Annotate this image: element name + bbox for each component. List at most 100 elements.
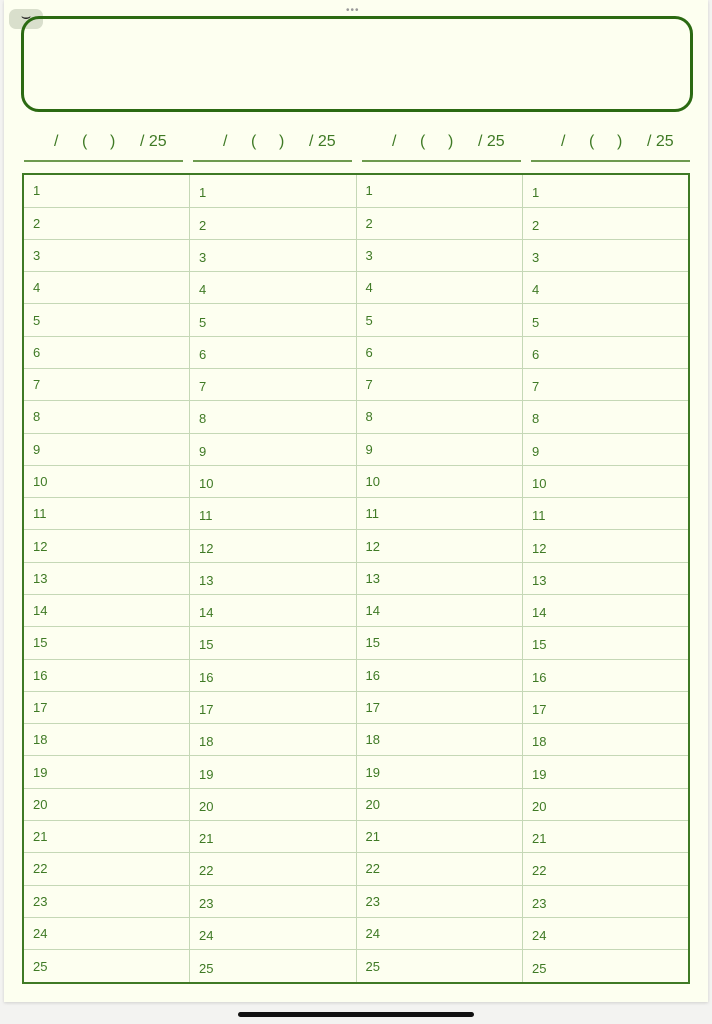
answer-cell[interactable]: 15	[189, 626, 357, 660]
answer-cell[interactable]: 17	[22, 690, 190, 725]
answer-cell[interactable]: 22	[189, 852, 357, 886]
answer-cell[interactable]: 2	[189, 206, 357, 240]
answer-cell[interactable]: 25	[22, 949, 190, 984]
answer-cell[interactable]: 7	[22, 367, 190, 402]
answer-cell[interactable]: 5	[189, 303, 357, 337]
answer-cell[interactable]: 11	[355, 497, 523, 531]
answer-cell[interactable]: 20	[22, 787, 190, 821]
answer-cell[interactable]: 9	[22, 432, 190, 466]
answer-cell[interactable]: 18	[522, 723, 690, 757]
answer-cell[interactable]: 8	[355, 400, 523, 434]
answer-cell[interactable]: 16	[522, 658, 690, 692]
answer-cell[interactable]: 21	[22, 819, 190, 854]
answer-cell[interactable]: 25	[189, 949, 357, 984]
answer-cell[interactable]: 17	[189, 690, 357, 725]
answer-cell[interactable]: 4	[522, 271, 690, 305]
answer-cell[interactable]: 14	[189, 593, 357, 628]
answer-cell[interactable]: 6	[355, 335, 523, 370]
answer-cell[interactable]: 24	[522, 916, 690, 951]
answer-cell[interactable]: 22	[22, 852, 190, 886]
answer-cell[interactable]: 1	[522, 173, 690, 208]
answer-cell[interactable]: 3	[189, 238, 357, 273]
answer-cell[interactable]: 7	[355, 367, 523, 402]
answer-cell[interactable]: 19	[22, 755, 190, 789]
answer-cell[interactable]: 25	[522, 949, 690, 984]
answer-cell[interactable]: 22	[355, 852, 523, 886]
answer-cell[interactable]: 7	[189, 367, 357, 402]
answer-cell[interactable]: 11	[22, 497, 190, 531]
answer-cell[interactable]: 17	[522, 690, 690, 725]
answer-cell[interactable]: 21	[355, 819, 523, 854]
answer-cell[interactable]: 16	[355, 658, 523, 692]
answer-cell[interactable]: 22	[522, 852, 690, 886]
answer-cell[interactable]: 19	[355, 755, 523, 789]
answer-cell[interactable]: 24	[189, 916, 357, 951]
answer-cell[interactable]: 8	[189, 400, 357, 434]
answer-cell[interactable]: 6	[22, 335, 190, 370]
answer-cell[interactable]: 2	[355, 206, 523, 240]
answer-cell[interactable]: 5	[522, 303, 690, 337]
answer-cell[interactable]: 19	[522, 755, 690, 789]
answer-cell[interactable]: 2	[22, 206, 190, 240]
answer-cell[interactable]: 23	[189, 884, 357, 918]
answer-cell[interactable]: 13	[189, 561, 357, 595]
answer-cell[interactable]: 17	[355, 690, 523, 725]
answer-cell[interactable]: 16	[189, 658, 357, 692]
answer-cell[interactable]: 9	[522, 432, 690, 466]
answer-cell[interactable]: 19	[189, 755, 357, 789]
answer-cell[interactable]: 23	[22, 884, 190, 918]
home-indicator[interactable]	[238, 1012, 474, 1017]
answer-cell[interactable]: 18	[355, 723, 523, 757]
answer-cell[interactable]: 20	[355, 787, 523, 821]
answer-cell[interactable]: 18	[22, 723, 190, 757]
answer-cell[interactable]: 16	[22, 658, 190, 692]
answer-cell[interactable]: 8	[22, 400, 190, 434]
answer-cell[interactable]: 5	[355, 303, 523, 337]
score-header[interactable]: / () / 25	[24, 130, 183, 162]
answer-cell[interactable]: 7	[522, 367, 690, 402]
answer-cell[interactable]: 12	[355, 529, 523, 563]
answer-cell[interactable]: 13	[355, 561, 523, 595]
answer-cell[interactable]: 10	[189, 464, 357, 499]
answer-cell[interactable]: 11	[522, 497, 690, 531]
answer-cell[interactable]: 10	[355, 464, 523, 499]
score-header[interactable]: / () / 25	[531, 130, 690, 162]
answer-cell[interactable]: 6	[522, 335, 690, 370]
answer-cell[interactable]: 9	[355, 432, 523, 466]
answer-cell[interactable]: 12	[522, 529, 690, 563]
answer-cell[interactable]: 21	[522, 819, 690, 854]
answer-cell[interactable]: 24	[355, 916, 523, 951]
answer-cell[interactable]: 23	[355, 884, 523, 918]
answer-cell[interactable]: 4	[355, 271, 523, 305]
answer-cell[interactable]: 1	[189, 173, 357, 208]
answer-cell[interactable]: 4	[22, 271, 190, 305]
score-header[interactable]: / () / 25	[362, 130, 521, 162]
answer-cell[interactable]: 14	[355, 593, 523, 628]
answer-cell[interactable]: 8	[522, 400, 690, 434]
answer-cell[interactable]: 20	[189, 787, 357, 821]
answer-cell[interactable]: 3	[355, 238, 523, 273]
answer-cell[interactable]: 11	[189, 497, 357, 531]
answer-cell[interactable]: 5	[22, 303, 190, 337]
answer-cell[interactable]: 2	[522, 206, 690, 240]
answer-cell[interactable]: 10	[522, 464, 690, 499]
answer-cell[interactable]: 13	[522, 561, 690, 595]
answer-cell[interactable]: 1	[22, 173, 190, 208]
answer-cell[interactable]: 6	[189, 335, 357, 370]
answer-cell[interactable]: 15	[522, 626, 690, 660]
score-header[interactable]: / () / 25	[193, 130, 352, 162]
answer-cell[interactable]: 9	[189, 432, 357, 466]
answer-cell[interactable]: 25	[355, 949, 523, 984]
answer-cell[interactable]: 14	[22, 593, 190, 628]
answer-cell[interactable]: 14	[522, 593, 690, 628]
answer-cell[interactable]: 20	[522, 787, 690, 821]
answer-cell[interactable]: 10	[22, 464, 190, 499]
answer-cell[interactable]: 12	[189, 529, 357, 563]
answer-cell[interactable]: 15	[22, 626, 190, 660]
answer-cell[interactable]: 13	[22, 561, 190, 595]
answer-cell[interactable]: 12	[22, 529, 190, 563]
answer-cell[interactable]: 18	[189, 723, 357, 757]
answer-cell[interactable]: 21	[189, 819, 357, 854]
answer-cell[interactable]: 23	[522, 884, 690, 918]
answer-cell[interactable]: 4	[189, 271, 357, 305]
